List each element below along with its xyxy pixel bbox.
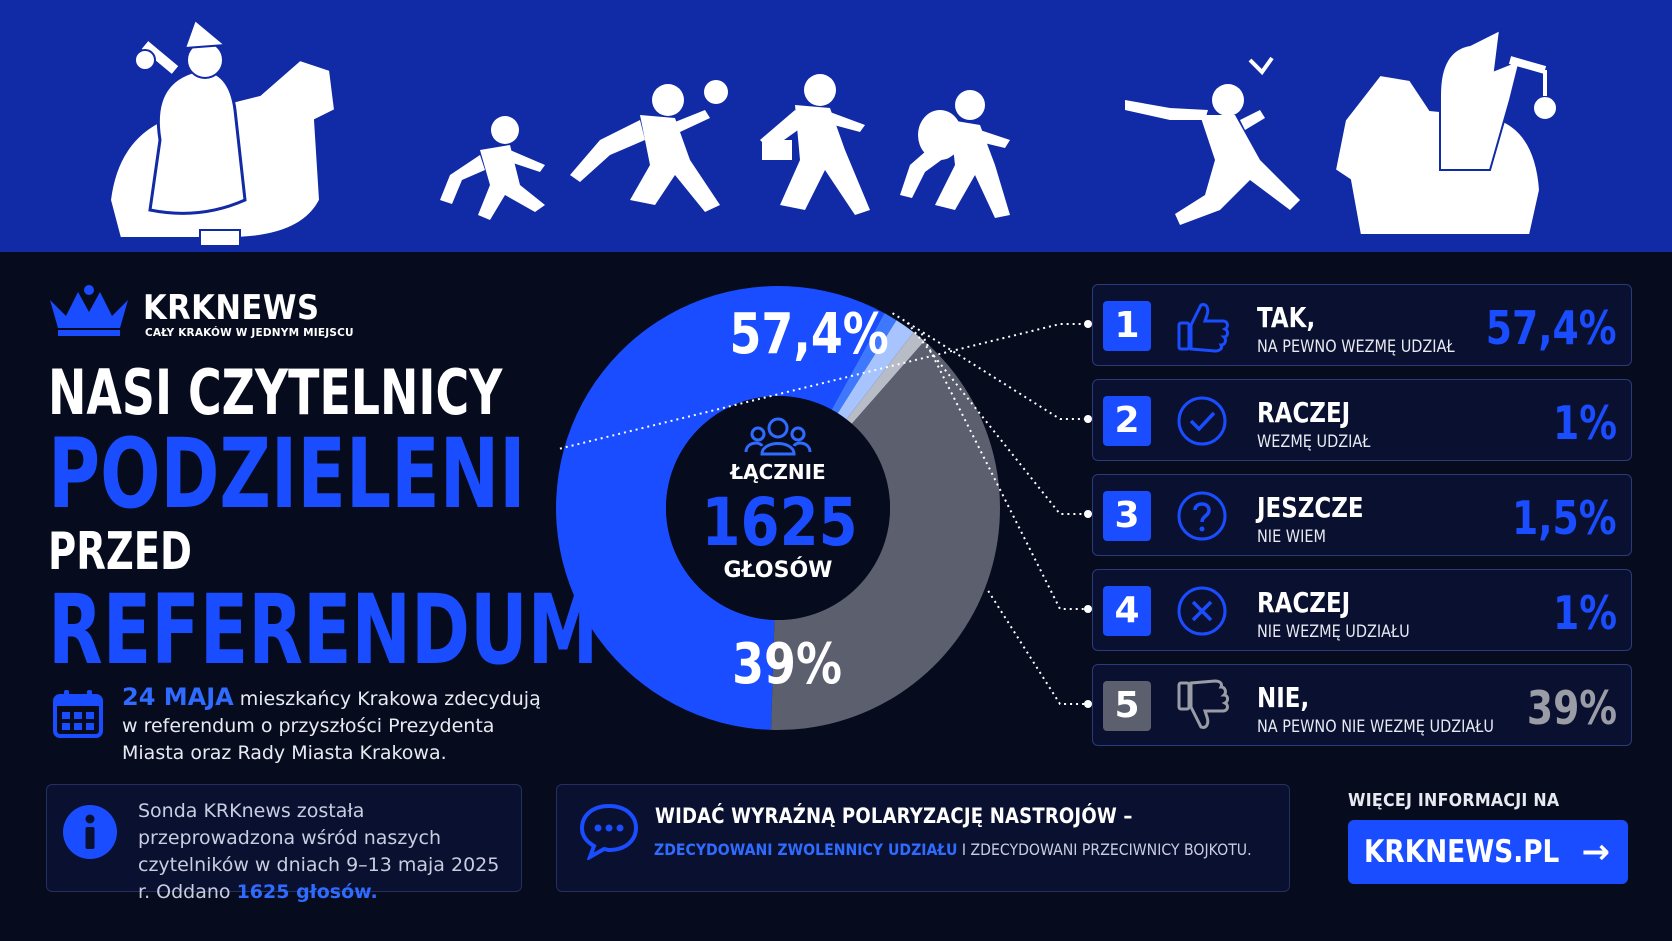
polarization-note-title: WIDAĆ WYRAŹNĄ POLARYZACJĘ NASTROJÓW – bbox=[655, 804, 1133, 828]
people-group-icon bbox=[744, 417, 812, 456]
brand-tagline: CAŁY KRAKÓW W JEDNYM MIEJSCU bbox=[145, 327, 354, 339]
donut-slice-5 bbox=[771, 341, 1000, 730]
connector-dot-3 bbox=[1084, 510, 1092, 518]
survey-info-highlight: 1625 głosów. bbox=[236, 881, 378, 903]
thumbs-down-icon bbox=[1177, 679, 1229, 729]
x-circle-icon bbox=[1177, 586, 1227, 636]
headline-line3: PRZED bbox=[48, 522, 192, 582]
connector-line-4 bbox=[920, 333, 1086, 610]
option-4-title: RACZEJ bbox=[1257, 586, 1351, 619]
option-1-number: 1 bbox=[1103, 301, 1151, 351]
center-label-bottom: GŁOSÓW bbox=[723, 558, 833, 583]
arrow-right-icon: → bbox=[1581, 832, 1611, 872]
option-2-number: 2 bbox=[1103, 396, 1151, 446]
crown-logo-icon bbox=[50, 285, 128, 336]
option-4-card: 4 RACZEJ NIE WEZMĘ UDZIAŁU 1% bbox=[1092, 569, 1632, 651]
info-icon bbox=[63, 805, 117, 859]
option-4-subtitle: NIE WEZMĘ UDZIAŁU bbox=[1257, 622, 1410, 642]
cta-button-label: KRKNEWS.PL bbox=[1364, 834, 1560, 870]
results-donut-chart bbox=[556, 286, 1092, 730]
option-3-subtitle: NIE WIEM bbox=[1257, 527, 1326, 547]
option-4-percent: 1% bbox=[1552, 586, 1617, 640]
donut-slice-2 bbox=[831, 313, 897, 414]
donut-label-no: 39% bbox=[732, 632, 842, 697]
thumbs-up-icon bbox=[1177, 303, 1229, 353]
donut-slice-4 bbox=[846, 332, 925, 424]
option-1-title: TAK, bbox=[1257, 301, 1316, 334]
headline-line2: PODZIELENI bbox=[48, 418, 526, 530]
question-circle-icon bbox=[1177, 491, 1227, 541]
center-total: 1625 bbox=[701, 484, 858, 561]
illustration-banner bbox=[0, 0, 1672, 252]
option-2-card: 2 RACZEJ WEZMĘ UDZIAŁ 1% bbox=[1092, 379, 1632, 461]
option-5-title: NIE, bbox=[1257, 681, 1310, 714]
referendum-date: 24 MAJA bbox=[122, 683, 234, 711]
connector-line-2 bbox=[891, 312, 1086, 420]
brand-name: KRKNEWS bbox=[143, 288, 320, 328]
note-part-b: ZDECYDOWANI PRZECIWNICY BOJKOTU. bbox=[970, 840, 1252, 859]
option-5-card: 5 NIE, NA PEWNO NIE WEZMĘ UDZIAŁU 39% bbox=[1092, 664, 1632, 746]
survey-info-box bbox=[46, 784, 522, 892]
option-5-subtitle: NA PEWNO NIE WEZMĘ UDZIAŁU bbox=[1257, 717, 1494, 737]
option-2-title: RACZEJ bbox=[1257, 396, 1351, 429]
option-5-percent: 39% bbox=[1526, 681, 1617, 735]
donut-label-yes: 57,4% bbox=[729, 302, 889, 367]
option-3-card: 3 JESZCZE NIE WIEM 1,5% bbox=[1092, 474, 1632, 556]
speech-bubble-icon bbox=[579, 803, 639, 860]
option-1-subtitle: NA PEWNO WEZMĘ UDZIAŁ bbox=[1257, 337, 1455, 357]
description-text: mieszkańcy Krakowa zdecydują w referendu… bbox=[122, 688, 541, 764]
option-5-number: 5 bbox=[1103, 681, 1151, 731]
option-2-percent: 1% bbox=[1552, 396, 1617, 450]
option-4-number: 4 bbox=[1103, 586, 1151, 636]
donut-slice-1 bbox=[556, 286, 885, 730]
survey-info-body: Sonda KRKnews została przeprowadzona wśr… bbox=[138, 800, 500, 903]
option-2-subtitle: WEZMĘ UDZIAŁ bbox=[1257, 432, 1371, 452]
connector-dot-1 bbox=[1084, 320, 1092, 328]
check-circle-icon bbox=[1177, 396, 1227, 446]
connector-dot-5 bbox=[1084, 700, 1092, 708]
option-1-percent: 57,4% bbox=[1486, 301, 1617, 355]
running-figures-illustration bbox=[108, 18, 1558, 247]
note-separator: I bbox=[957, 840, 971, 859]
polarization-note-box bbox=[556, 784, 1290, 892]
referendum-description: 24 MAJA mieszkańcy Krakowa zdecydują w r… bbox=[122, 684, 542, 767]
connector-dot-2 bbox=[1084, 415, 1092, 423]
survey-info-text: Sonda KRKnews została przeprowadzona wśr… bbox=[138, 798, 508, 906]
option-3-title: JESZCZE bbox=[1257, 491, 1364, 524]
connector-dot-4 bbox=[1084, 605, 1092, 613]
option-3-percent: 1,5% bbox=[1512, 491, 1617, 545]
option-3-number: 3 bbox=[1103, 491, 1151, 541]
note-part-a: ZDECYDOWANI ZWOLENNICY UDZIAŁU bbox=[654, 840, 958, 859]
headline-line4: REFERENDUM bbox=[48, 574, 599, 686]
polarization-note-subtitle: ZDECYDOWANI ZWOLENNICY UDZIAŁU I ZDECYDO… bbox=[654, 840, 1252, 859]
donut-hole bbox=[666, 396, 890, 620]
center-label-top: ŁĄCZNIE bbox=[730, 460, 826, 484]
option-1-card: 1 TAK, NA PEWNO WEZMĘ UDZIAŁ 57,4% bbox=[1092, 284, 1632, 366]
krknews-link-button[interactable]: KRKNEWS.PL → bbox=[1348, 820, 1628, 884]
connector-line-5 bbox=[987, 590, 1086, 705]
calendar-icon bbox=[53, 690, 103, 738]
more-info-label: WIĘCEJ INFORMACJI NA bbox=[1348, 790, 1560, 811]
headline-line1: NASI CZYTELNICY bbox=[48, 356, 503, 429]
